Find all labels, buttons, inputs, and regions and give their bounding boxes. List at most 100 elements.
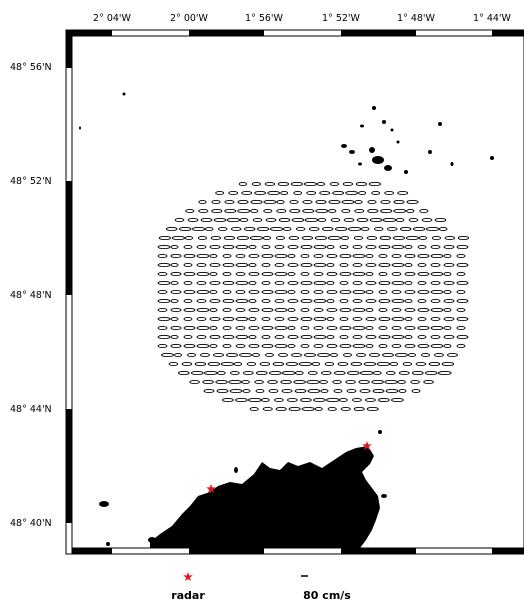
current-vector [365,397,376,403]
current-vector [397,379,406,385]
current-vector [352,271,366,277]
current-vector [343,352,352,358]
current-vector [301,235,314,241]
current-vector [340,235,350,241]
current-vector [456,325,466,331]
current-vector [404,325,416,331]
current-vector [353,235,364,241]
current-vector [238,181,248,187]
current-vector [235,343,246,349]
current-vector [249,406,259,412]
current-vector [408,217,419,223]
current-vector [261,316,271,322]
current-vector [302,199,313,205]
current-vector [216,370,226,376]
current-vector [404,244,413,250]
current-vector [157,244,171,250]
current-vector [215,379,228,385]
current-vector [157,316,171,322]
current-vector [443,298,455,304]
current-vector [378,307,388,313]
current-vector [328,199,341,205]
current-vector [329,181,340,187]
current-vector [319,190,331,196]
current-vector [391,298,405,304]
current-vector [250,208,259,214]
current-vector [430,343,444,349]
current-vector [187,217,199,223]
current-vector [222,271,232,277]
current-vector [157,307,168,313]
current-vector [268,370,282,376]
current-vector [209,253,218,259]
current-vector [274,397,284,403]
current-vector [326,244,335,250]
current-vector [311,361,321,367]
current-vector [226,352,238,358]
current-vector [339,262,349,268]
current-vector [183,253,196,259]
current-vector [235,397,248,403]
current-vector [200,217,213,223]
current-vector [313,298,327,304]
current-vector [183,316,193,322]
current-vector [443,289,452,295]
current-vector [170,307,182,313]
current-vector [363,361,377,367]
legend-radar-star [183,572,193,581]
lon-label: 1° 52'W [322,13,361,24]
current-vector [326,298,335,304]
current-vector [352,289,366,295]
current-vector [317,217,327,223]
lat-label: 48° 56'N [10,62,52,73]
current-vector [406,199,419,205]
current-vector [251,181,262,187]
current-vector [417,316,427,322]
current-vector [372,370,382,376]
current-vector [404,289,416,295]
current-vector [314,406,323,412]
current-vector [168,361,179,367]
current-vector [183,334,193,340]
current-vector [209,334,221,340]
current-vector [276,199,285,205]
current-vector [341,199,355,205]
current-vector [326,280,335,286]
current-vector [417,271,430,277]
current-vector [411,370,424,376]
current-vector [246,361,257,367]
current-vector [222,343,232,349]
current-vector [267,190,281,196]
current-vector [391,280,405,286]
current-vector [272,361,285,367]
current-vector [352,334,363,340]
current-vector [337,361,349,367]
current-vector [444,235,456,241]
current-vector [248,289,260,295]
current-vector [366,235,378,241]
current-vector [410,379,420,385]
current-vector [391,244,405,250]
current-vector [256,226,270,232]
current-vector [430,253,444,259]
current-vector [239,352,252,358]
current-vector [170,244,179,250]
current-vector [294,388,307,394]
current-vector [170,262,179,268]
current-vector [378,334,391,340]
current-vector [223,235,236,241]
current-vector [313,343,324,349]
current-vector [187,352,196,358]
current-vector [345,379,356,385]
current-vector [431,235,442,241]
current-vector [222,244,235,250]
current-vector [404,271,416,277]
current-vector [443,280,455,286]
current-vector [327,406,337,412]
current-vector [235,298,249,304]
current-vector [158,235,172,241]
current-vector [196,244,207,250]
current-vector [289,208,301,214]
current-vector [412,226,426,232]
current-vector [339,334,349,340]
